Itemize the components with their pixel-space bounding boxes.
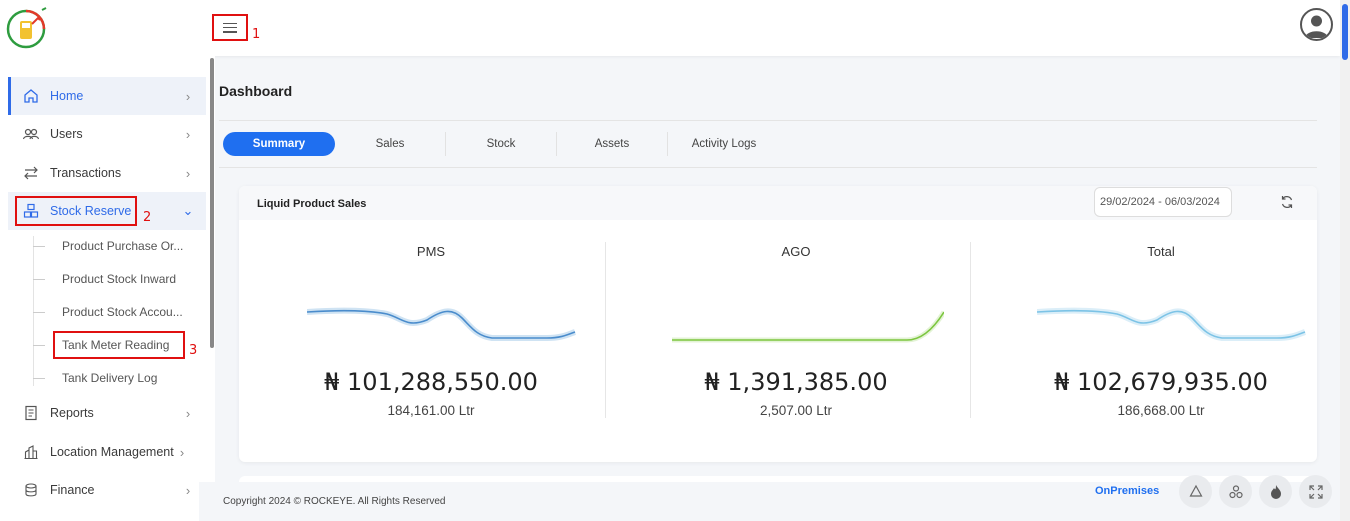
product-label: Total — [1147, 244, 1175, 259]
location-icon — [22, 443, 40, 461]
column-divider — [605, 242, 606, 418]
annotation-1: 1 — [252, 27, 261, 42]
card-title: Liquid Product Sales — [257, 198, 367, 210]
product-label: AGO — [781, 244, 811, 259]
chevron-down-icon: ⌄ — [182, 203, 194, 218]
dashboard-tabs: Summary Sales Stock Assets Activity Logs — [223, 132, 780, 156]
sidebar-item-location-management[interactable]: Location Management › — [8, 433, 206, 471]
sales-amount: ₦ 101,288,550.00 — [324, 368, 538, 396]
hamburger-icon — [223, 22, 237, 33]
sidebar-item-stock-reserve[interactable]: Stock Reserve ⌄ — [8, 192, 206, 230]
chevron-right-icon: › — [185, 482, 191, 498]
sales-amount: ₦ 102,679,935.00 — [1054, 368, 1268, 396]
tab-assets[interactable]: Assets — [594, 138, 630, 150]
submenu-dash — [33, 345, 45, 346]
page-scrollbar[interactable] — [1340, 0, 1350, 521]
submenu-item-product-stock-inward[interactable]: Product Stock Inward — [62, 272, 177, 286]
tab-separator — [556, 132, 557, 156]
refresh-icon[interactable] — [1279, 194, 1295, 210]
submenu-dash — [33, 312, 45, 313]
liquid-product-sales-card: Liquid Product Sales 29/02/2024 - 06/03/… — [239, 186, 1317, 462]
sidebar-item-label: Location Management — [50, 445, 174, 459]
total-column: Total ₦ 102,679,935.00 186,668.00 Ltr — [979, 242, 1343, 418]
sales-amount: ₦ 1,391,385.00 — [704, 368, 888, 396]
ago-sparkline — [672, 310, 944, 343]
footer — [199, 482, 1340, 521]
date-range-picker[interactable]: 29/02/2024 - 06/03/2024 — [1094, 187, 1232, 217]
deployment-mode-label[interactable]: OnPremises — [1095, 485, 1160, 497]
modules-button[interactable] — [1219, 475, 1252, 508]
sidebar-item-label: Reports — [50, 406, 94, 420]
submenu-dash — [33, 279, 45, 280]
annotation-3: 3 — [189, 343, 198, 358]
tab-activity-logs[interactable]: Activity Logs — [691, 138, 757, 150]
sidebar-item-label: Stock Reserve — [50, 204, 132, 218]
sidebar-item-label: Users — [50, 127, 83, 141]
divider — [219, 120, 1317, 121]
submenu-item-tank-delivery-log[interactable]: Tank Delivery Log — [62, 371, 158, 385]
chevron-right-icon: › — [179, 444, 185, 460]
page-title: Dashboard — [219, 83, 293, 99]
fire-icon — [1270, 484, 1281, 499]
annotation-2: 2 — [143, 210, 152, 225]
users-icon — [22, 125, 40, 143]
submenu-dash — [33, 246, 45, 247]
tab-sales[interactable]: Sales — [375, 138, 405, 150]
home-icon — [22, 87, 40, 105]
sales-volume: 186,668.00 Ltr — [1117, 403, 1205, 418]
chevron-right-icon: › — [185, 126, 191, 142]
fire-button[interactable] — [1259, 475, 1292, 508]
report-icon — [22, 404, 40, 422]
recycle-button[interactable] — [1179, 475, 1212, 508]
sidebar-scrollbar[interactable] — [210, 58, 214, 348]
sidebar-item-label: Transactions — [50, 166, 122, 180]
chevron-right-icon: › — [185, 88, 191, 104]
submenu-item-tank-meter-reading[interactable]: Tank Meter Reading — [62, 338, 170, 352]
sidebar-item-label: Finance — [50, 483, 95, 497]
pms-column: PMS ₦ 101,288,550.00 184,161.00 Ltr — [249, 242, 613, 418]
sidebar-item-home[interactable]: Home › — [8, 77, 206, 115]
chevron-right-icon: › — [185, 405, 191, 421]
submenu-item-product-stock-account[interactable]: Product Stock Accou... — [62, 305, 183, 319]
menu-toggle-button[interactable] — [212, 14, 248, 41]
sales-volume: 184,161.00 Ltr — [387, 403, 475, 418]
divider — [219, 167, 1317, 168]
page-scroll-thumb[interactable] — [1342, 4, 1348, 60]
copyright-text: Copyright 2024 © ROCKEYE. All Rights Res… — [223, 496, 446, 507]
tab-stock[interactable]: Stock — [486, 138, 516, 150]
tab-summary[interactable]: Summary — [223, 132, 335, 156]
sidebar-item-label: Home — [50, 89, 84, 103]
modules-icon — [1228, 484, 1243, 498]
total-sparkline — [1037, 307, 1306, 341]
column-divider — [970, 242, 971, 418]
sidebar-item-users[interactable]: Users › — [8, 115, 206, 153]
fullscreen-icon — [1308, 484, 1323, 499]
finance-icon — [22, 481, 40, 499]
tab-separator — [667, 132, 668, 156]
user-icon — [1305, 15, 1328, 38]
tab-separator — [445, 132, 446, 156]
chevron-right-icon: › — [185, 165, 191, 181]
user-avatar[interactable] — [1300, 8, 1333, 41]
fullscreen-button[interactable] — [1299, 475, 1332, 508]
annotation-box-stock-reserve — [15, 196, 137, 226]
recycle-icon — [1188, 484, 1203, 497]
card-header: Liquid Product Sales 29/02/2024 - 06/03/… — [239, 186, 1317, 220]
submenu-guide-line — [33, 236, 34, 386]
submenu-dash — [33, 378, 45, 379]
sidebar-item-transactions[interactable]: Transactions › — [8, 154, 206, 192]
product-label: PMS — [416, 244, 446, 259]
sales-volume: 2,507.00 Ltr — [759, 403, 833, 418]
sidebar-item-finance[interactable]: Finance › — [8, 471, 206, 509]
submenu-item-product-purchase-order[interactable]: Product Purchase Or... — [62, 239, 184, 253]
transfer-icon — [22, 164, 40, 182]
top-bar — [0, 0, 1340, 56]
sidebar-item-reports[interactable]: Reports › — [8, 394, 206, 432]
pms-sparkline — [307, 307, 576, 341]
stock-icon — [22, 202, 40, 220]
ago-column: AGO ₦ 1,391,385.00 2,507.00 Ltr — [614, 242, 978, 418]
app-logo[interactable] — [6, 6, 50, 50]
annotation-box-tank-meter — [53, 331, 185, 359]
